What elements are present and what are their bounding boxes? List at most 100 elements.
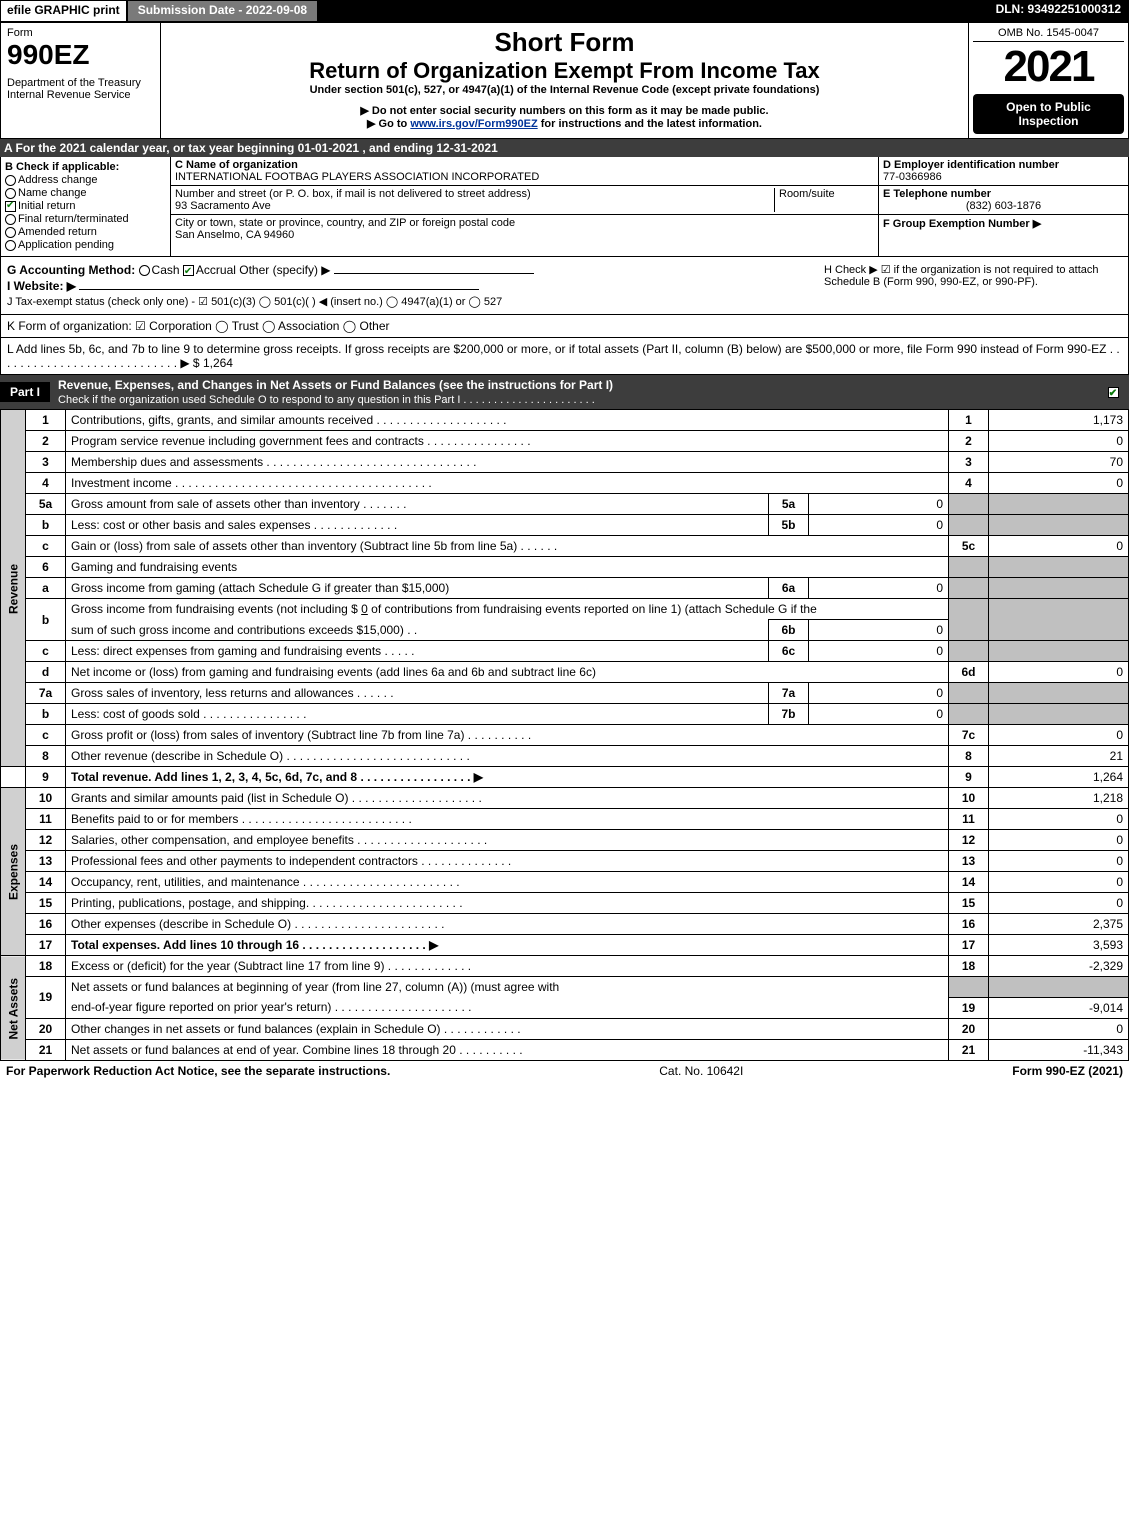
- omb-number: OMB No. 1545-0047: [973, 27, 1124, 42]
- g-label: G Accounting Method:: [7, 263, 135, 277]
- line-10-desc: Grants and similar amounts paid (list in…: [66, 788, 949, 809]
- line-5c-val: 0: [989, 536, 1129, 557]
- ssn-note: ▶ Do not enter social security numbers o…: [165, 104, 964, 117]
- line-14-val: 0: [989, 872, 1129, 893]
- line-21-val: -11,343: [989, 1039, 1129, 1060]
- form-number: 990EZ: [7, 39, 154, 71]
- l-block: L Add lines 5b, 6c, and 7b to line 9 to …: [0, 338, 1129, 375]
- dln: DLN: 93492251000312: [988, 0, 1129, 22]
- line-6b-subval: 0: [809, 620, 949, 641]
- footer-left: For Paperwork Reduction Act Notice, see …: [6, 1064, 390, 1078]
- line-19-desc2: end-of-year figure reported on prior yea…: [66, 997, 949, 1018]
- phone: (832) 603-1876: [883, 200, 1124, 212]
- check-amended[interactable]: Amended return: [5, 226, 166, 238]
- line-7b-desc: Less: cost of goods sold . . . . . . . .…: [66, 704, 769, 725]
- other-opt[interactable]: Other (specify) ▶: [239, 263, 330, 277]
- line-15-val: 0: [989, 893, 1129, 914]
- line-3-val: 70: [989, 452, 1129, 473]
- addr-label: Number and street (or P. O. box, if mail…: [175, 188, 774, 200]
- line-4-desc: Investment income . . . . . . . . . . . …: [66, 473, 949, 494]
- line-8-val: 21: [989, 746, 1129, 767]
- check-address[interactable]: Address change: [5, 174, 166, 186]
- d-label: D Employer identification number: [883, 159, 1124, 171]
- line-6b-desc1: Gross income from fundraising events (no…: [66, 599, 949, 620]
- topbar: efile GRAPHIC print Submission Date - 20…: [0, 0, 1129, 22]
- irs-link[interactable]: www.irs.gov/Form990EZ: [410, 118, 537, 130]
- check-name[interactable]: Name change: [5, 187, 166, 199]
- line-7c-val: 0: [989, 725, 1129, 746]
- line-2-desc: Program service revenue including govern…: [66, 431, 949, 452]
- open-public-inspection: Open to Public Inspection: [973, 94, 1124, 134]
- line-7c-desc: Gross profit or (loss) from sales of inv…: [66, 725, 949, 746]
- city-label: City or town, state or province, country…: [175, 217, 874, 229]
- lines-table: Revenue 1Contributions, gifts, grants, a…: [0, 409, 1129, 1061]
- line-17-desc: Total expenses. Add lines 10 through 16 …: [66, 935, 949, 956]
- line-7a-desc: Gross sales of inventory, less returns a…: [66, 683, 769, 704]
- tax-year: 2021: [973, 42, 1124, 92]
- line-20-desc: Other changes in net assets or fund bala…: [66, 1018, 949, 1039]
- line-6d-val: 0: [989, 662, 1129, 683]
- b-label: B Check if applicable:: [5, 161, 166, 173]
- dept: Department of the Treasury: [7, 77, 154, 89]
- line-11-desc: Benefits paid to or for members . . . . …: [66, 809, 949, 830]
- line-6c-subval: 0: [809, 641, 949, 662]
- line-17-val: 3,593: [989, 935, 1129, 956]
- check-final[interactable]: Final return/terminated: [5, 213, 166, 225]
- line-9-val: 1,264: [989, 767, 1129, 788]
- line-6a-subval: 0: [809, 578, 949, 599]
- section-a: A For the 2021 calendar year, or tax yea…: [0, 139, 1129, 157]
- line-15-desc: Printing, publications, postage, and shi…: [66, 893, 949, 914]
- line-6a-desc: Gross income from gaming (attach Schedul…: [66, 578, 769, 599]
- line-2-val: 0: [989, 431, 1129, 452]
- room-label: Room/suite: [774, 188, 874, 212]
- l-amount: 1,264: [203, 356, 233, 370]
- j-line: J Tax-exempt status (check only one) - ☑…: [7, 295, 1122, 308]
- col-d: D Employer identification number 77-0366…: [878, 157, 1128, 256]
- form-label: Form: [7, 27, 154, 39]
- irs-label: Internal Revenue Service: [7, 89, 154, 101]
- cash-opt[interactable]: Cash: [152, 263, 180, 277]
- goto-note: ▶ Go to www.irs.gov/Form990EZ for instru…: [165, 117, 964, 130]
- f-label: F Group Exemption Number ▶: [883, 217, 1124, 230]
- line-8-desc: Other revenue (describe in Schedule O) .…: [66, 746, 949, 767]
- part1-title: Revenue, Expenses, and Changes in Net As…: [58, 378, 613, 392]
- line-16-desc: Other expenses (describe in Schedule O) …: [66, 914, 949, 935]
- gih-block: H Check ▶ ☑ if the organization is not r…: [0, 257, 1129, 315]
- part1-check-line: Check if the organization used Schedule …: [58, 394, 595, 406]
- short-form-title: Short Form: [165, 27, 964, 58]
- line-7a-subval: 0: [809, 683, 949, 704]
- part1-checkbox[interactable]: [1099, 385, 1129, 399]
- line-11-val: 0: [989, 809, 1129, 830]
- footer-mid: Cat. No. 10642I: [659, 1064, 743, 1078]
- line-5b-desc: Less: cost or other basis and sales expe…: [66, 515, 769, 536]
- accrual-opt[interactable]: Accrual: [196, 263, 236, 277]
- footer-right: Form 990-EZ (2021): [1012, 1064, 1123, 1078]
- line-9-desc: Total revenue. Add lines 1, 2, 3, 4, 5c,…: [66, 767, 949, 788]
- line-5a-subval: 0: [809, 494, 949, 515]
- line-5b-subval: 0: [809, 515, 949, 536]
- check-pending[interactable]: Application pending: [5, 239, 166, 251]
- line-14-desc: Occupancy, rent, utilities, and maintena…: [66, 872, 949, 893]
- line-6d-desc: Net income or (loss) from gaming and fun…: [66, 662, 949, 683]
- line-16-val: 2,375: [989, 914, 1129, 935]
- submission-date: Submission Date - 2022-09-08: [127, 0, 318, 22]
- efile-print[interactable]: efile GRAPHIC print: [0, 0, 127, 22]
- h-box: H Check ▶ ☑ if the organization is not r…: [822, 261, 1122, 290]
- line-21-desc: Net assets or fund balances at end of ye…: [66, 1039, 949, 1060]
- line-18-val: -2,329: [989, 956, 1129, 977]
- return-title: Return of Organization Exempt From Incom…: [165, 58, 964, 84]
- line-12-desc: Salaries, other compensation, and employ…: [66, 830, 949, 851]
- info-row: B Check if applicable: Address change Na…: [0, 157, 1129, 257]
- line-13-val: 0: [989, 851, 1129, 872]
- line-6-desc: Gaming and fundraising events: [66, 557, 949, 578]
- line-6c-desc: Less: direct expenses from gaming and fu…: [66, 641, 769, 662]
- line-4-val: 0: [989, 473, 1129, 494]
- col-c: C Name of organization INTERNATIONAL FOO…: [171, 157, 878, 256]
- l-text: L Add lines 5b, 6c, and 7b to line 9 to …: [7, 342, 1120, 370]
- line-12-val: 0: [989, 830, 1129, 851]
- check-initial[interactable]: Initial return: [5, 200, 166, 212]
- line-1-desc: Contributions, gifts, grants, and simila…: [66, 410, 949, 431]
- line-5c-desc: Gain or (loss) from sale of assets other…: [66, 536, 949, 557]
- expenses-label: Expenses: [1, 788, 26, 956]
- k-block: K Form of organization: ☑ Corporation ◯ …: [0, 315, 1129, 338]
